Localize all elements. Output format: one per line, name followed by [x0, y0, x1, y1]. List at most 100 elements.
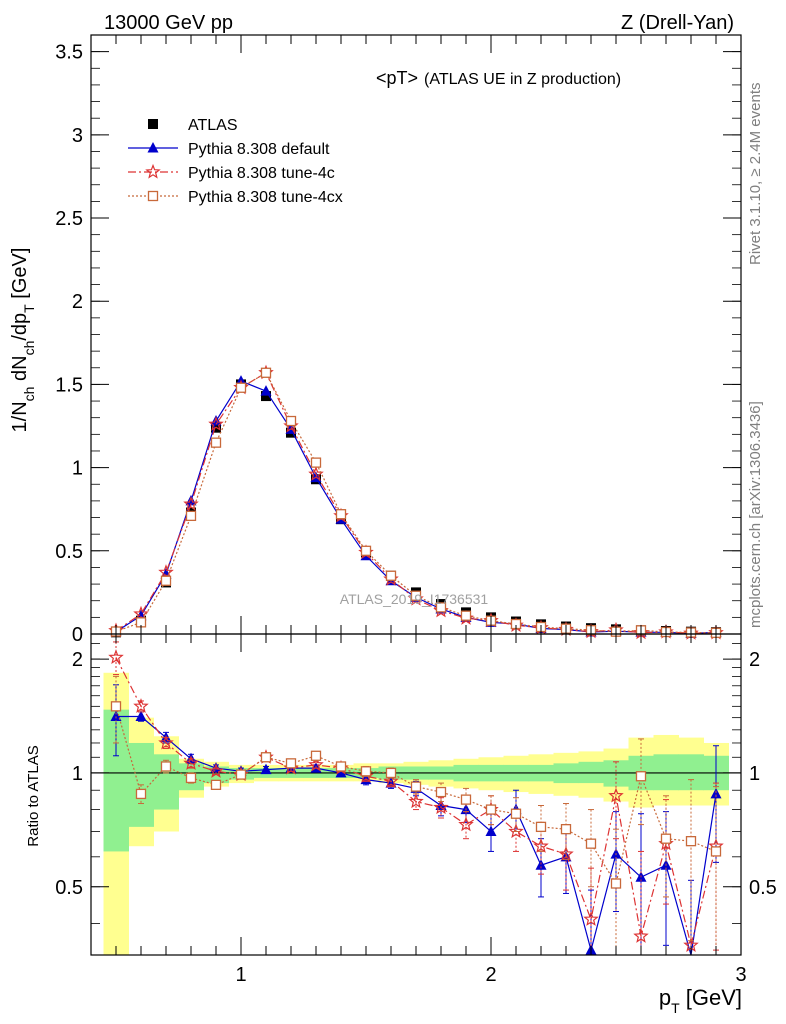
- ratio-point-pythia-8-308-tune-4cx: [160, 761, 172, 772]
- ratio-point-pythia-8-308-default: [710, 787, 722, 799]
- xtick-label: 2: [485, 964, 496, 986]
- xtick-label: 1: [235, 964, 246, 986]
- ratio-bands: [103, 672, 729, 955]
- plot-subtitle: (ATLAS UE in Z production): [424, 71, 621, 88]
- x-axis-label: pT [GeV]: [659, 985, 742, 1016]
- top-point-pythia-8-308-tune-4cx: [385, 570, 397, 581]
- ratio-point-pythia-8-308-tune-4c: [608, 787, 624, 803]
- axis-ticks: [90, 35, 742, 955]
- ratio-point-pythia-8-308-default: [260, 763, 272, 775]
- ratio-point-pythia-8-308-tune-4cx: [110, 701, 122, 712]
- top-point-pythia-8-308-tune-4cx: [260, 367, 272, 378]
- ratio-y-axis-label: Ratio to ATLAS: [25, 745, 42, 846]
- top-ytick-label: 0.5: [55, 541, 83, 563]
- top-point-pythia-8-308-default: [185, 494, 197, 506]
- ratio-point-pythia-8-308-default: [385, 777, 397, 788]
- ratio-series: [108, 641, 724, 956]
- legend-marker-pythia-8-308-tune-4cx: [147, 190, 159, 202]
- ratio-point-pythia-8-308-tune-4c: [508, 823, 524, 839]
- ratio-point-pythia-8-308-tune-4cx: [185, 772, 197, 784]
- ratio-point-pythia-8-308-tune-4cx: [535, 821, 547, 833]
- ratio-point-pythia-8-308-default: [110, 710, 122, 721]
- top-point-pythia-8-308-tune-4cx: [435, 602, 447, 613]
- plot-title: <pT>: [376, 68, 418, 88]
- ratio-point-pythia-8-308-tune-4c: [158, 734, 174, 750]
- ratio-point-pythia-8-308-tune-4c: [108, 649, 124, 665]
- ratio-point-pythia-8-308-tune-4cx: [485, 804, 497, 815]
- ratio-point-pythia-8-308-tune-4cx: [310, 750, 322, 761]
- ratio-point-pythia-8-308-tune-4cx: [635, 771, 647, 782]
- ratio-point-pythia-8-308-tune-4c: [208, 763, 224, 778]
- top-ytick-label: 2.5: [55, 208, 83, 230]
- ratio-ytick-label: 2: [72, 649, 83, 671]
- top-point-pythia-8-308-tune-4cx: [410, 590, 422, 601]
- legend-marker-pythia-8-308-default: [147, 142, 159, 153]
- ratio-point-pythia-8-308-tune-4cx: [360, 766, 372, 777]
- top-point-pythia-8-308-tune-4cx: [185, 510, 197, 522]
- ratio-point-pythia-8-308-tune-4c: [633, 928, 649, 943]
- top-point-pythia-8-308-tune-4cx: [335, 509, 347, 520]
- mcplots-label: mcplots.cern.ch [arXiv:1306.3436]: [747, 401, 764, 628]
- xtick-label: 3: [735, 964, 746, 986]
- ratio-point-pythia-8-308-tune-4c: [133, 698, 149, 713]
- top-y-axis-label: 1/Nch dNch/dpT [GeV]: [9, 248, 37, 433]
- ratio-point-pythia-8-308-tune-4cx: [435, 786, 447, 798]
- top-ytick-label: 3.5: [55, 42, 83, 64]
- ratio-point-pythia-8-308-tune-4cx: [610, 878, 622, 889]
- ratio-point-pythia-8-308-default: [435, 799, 447, 811]
- top-point-pythia-8-308-tune-4cx: [360, 545, 372, 556]
- ratio-point-pythia-8-308-default: [210, 762, 222, 773]
- top-point-pythia-8-308-default: [260, 385, 272, 396]
- ratio-point-pythia-8-308-tune-4cx: [510, 808, 522, 819]
- header-right: Z (Drell-Yan): [621, 12, 734, 34]
- top-point-pythia-8-308-tune-4cx: [310, 457, 322, 468]
- top-point-pythia-8-308-tune-4c: [158, 564, 174, 580]
- ratio-point-pythia-8-308-tune-4cx: [285, 758, 297, 769]
- top-point-pythia-8-308-tune-4cx: [160, 575, 172, 586]
- legend-marker-atlas: [148, 119, 158, 129]
- ratio-point-pythia-8-308-tune-4cx: [460, 794, 472, 805]
- ratio-point-pythia-8-308-tune-4cx: [685, 836, 697, 847]
- legend-marker-pythia-8-308-tune-4c: [145, 163, 161, 179]
- ratio-point-pythia-8-308-tune-4c: [308, 756, 324, 772]
- ratio-ytick-label-right: 2: [749, 649, 760, 671]
- tick-labels: 0 0.5 1 1.5 2 2.5 3 3.5 1 2 3 0.5 0.5 1 1 2 2: [55, 42, 777, 986]
- legend-label-pythia-8-308-default: Pythia 8.308 default: [188, 141, 330, 158]
- top-ytick-label: 1: [72, 458, 83, 480]
- top-point-atlas: [261, 391, 271, 402]
- ratio-point-pythia-8-308-tune-4cx: [235, 769, 247, 780]
- top-ytick-label: 0: [72, 624, 83, 646]
- ratio-point-pythia-8-308-tune-4c: [433, 799, 449, 815]
- top-point-pythia-8-308-tune-4cx: [460, 610, 472, 621]
- legend: ATLAS Pythia 8.308 default Pythia 8.308 tu…: [128, 117, 343, 206]
- ratio-point-pythia-8-308-tune-4cx: [710, 846, 722, 857]
- top-ytick-label: 2: [72, 291, 83, 313]
- top-point-pythia-8-308-tune-4c: [183, 495, 199, 511]
- ratio-point-pythia-8-308-tune-4c: [408, 793, 424, 809]
- top-ytick-label: 1.5: [55, 374, 83, 396]
- ratio-point-pythia-8-308-tune-4cx: [560, 824, 572, 835]
- ratio-ytick-label: 1: [72, 763, 83, 785]
- legend-label-atlas: ATLAS: [188, 117, 238, 134]
- ratio-point-pythia-8-308-tune-4cx: [385, 767, 397, 779]
- ratio-point-pythia-8-308-tune-4cx: [210, 779, 222, 790]
- ratio-point-pythia-8-308-default: [135, 710, 147, 721]
- ratio-point-pythia-8-308-tune-4cx: [135, 788, 147, 800]
- ratio-line-pythia-8-308-tune-4c: [115, 657, 717, 946]
- ratio-point-pythia-8-308-tune-4cx: [660, 833, 672, 844]
- header-left: 13000 GeV pp: [104, 12, 233, 34]
- ratio-point-pythia-8-308-tune-4c: [383, 773, 399, 788]
- ratio-point-pythia-8-308-tune-4c: [458, 816, 474, 832]
- rivet-label: Rivet 3.1.10, ≥ 2.4M events: [747, 83, 764, 266]
- top-point-pythia-8-308-tune-4cx: [235, 382, 247, 393]
- ratio-point-pythia-8-308-tune-4cx: [585, 838, 597, 849]
- top-point-pythia-8-308-tune-4cx: [285, 415, 297, 427]
- ratio-band-inner: [653, 754, 679, 791]
- top-point-pythia-8-308-tune-4c: [208, 416, 224, 431]
- ratio-ytick-label-right: 0.5: [749, 877, 777, 899]
- ratio-point-pythia-8-308-tune-4cx: [410, 781, 422, 792]
- ratio-point-pythia-8-308-tune-4c: [533, 837, 549, 853]
- ratio-ytick-label-right: 1: [749, 763, 760, 785]
- legend-label-pythia-8-308-tune-4cx: Pythia 8.308 tune-4cx: [188, 189, 343, 206]
